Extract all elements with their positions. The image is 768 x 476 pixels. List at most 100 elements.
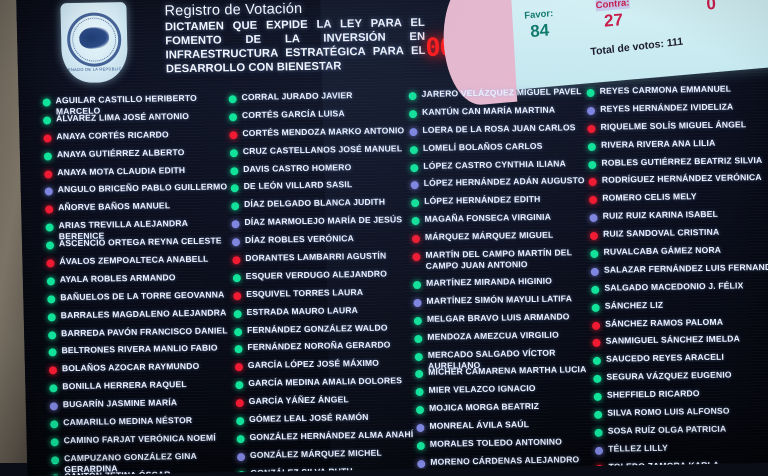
vote-indicator-green-icon	[416, 406, 424, 414]
senator-name: MARTÍN DEL CAMPO MARTÍN DEL CAMPO JUAN A…	[425, 247, 589, 272]
vote-indicator-green-icon	[234, 310, 242, 318]
senator-name: MAGAÑA FONSECA VIRGINIA	[424, 212, 551, 225]
vote-indicator-red-icon	[412, 235, 420, 243]
senator-name: CRUZ CASTELLANOS JOSÉ MANUEL	[243, 143, 403, 157]
contra-value: 27	[596, 9, 631, 32]
senator-name: GONZÁLEZ SILVA RUTH	[250, 466, 353, 476]
vote-indicator-red-icon	[233, 292, 241, 300]
vote-indicator-red-icon	[596, 465, 604, 473]
senator-row: TOLEDO ZAMORA KARLA	[595, 458, 768, 476]
vote-indicator-green-icon	[229, 113, 237, 121]
vote-indicator-green-icon	[49, 385, 57, 393]
vote-indicator-green-icon	[46, 224, 54, 232]
senator-name: MENDOZA AMEZCUA VIRGILIO	[427, 329, 559, 342]
senate-emblem-icon: SENADO DE LA REPÚBLICA	[60, 2, 128, 83]
senator-name: DAVIS CASTRO HOMERO	[243, 162, 351, 175]
total-votes: Total de votos: 111	[590, 36, 684, 59]
vote-indicator-green-icon	[594, 393, 602, 401]
senator-name: CORTÉS GARCÍA LUISA	[242, 108, 345, 121]
vote-indicator-red-icon	[590, 232, 598, 240]
vote-indicator-green-icon	[233, 274, 241, 282]
senator-name: MICHER CAMARENA MARTHA LUCIA	[428, 365, 586, 379]
vote-indicator-green-icon	[44, 152, 52, 160]
vote-indicator-green-icon	[588, 143, 596, 151]
senator-name: GARCÍA MEDINA AMALIA DOLORES	[248, 376, 402, 390]
abstencion-value: 0	[683, 0, 739, 17]
senator-name: CAMINO FARJAT VERÓNICA NOEMÍ	[64, 432, 216, 446]
senator-name: ESQUER VERDUGO ALEJANDRO	[246, 268, 388, 281]
vote-indicator-green-icon	[587, 89, 595, 97]
vote-indicator-purple-icon	[595, 447, 603, 455]
vote-indicator-green-icon	[48, 331, 56, 339]
senator-name: SÁNCHEZ RAMOS PALOMA	[605, 316, 723, 329]
vote-indicator-green-icon	[592, 304, 600, 312]
senator-name: REYES HERNÁNDEZ IVIDELIZA	[600, 101, 733, 114]
senator-name: AÑORVE BAÑOS MANUEL	[58, 201, 170, 214]
senator-name: DORANTES LAMBARRI AGUSTÍN	[245, 251, 386, 264]
vote-indicator-green-icon	[46, 241, 54, 249]
senator-name: LOERA DE LA ROSA JUAN CARLOS	[422, 122, 575, 136]
senator-name: ROBLES GUTIÉRREZ BEATRIZ SILVIA	[601, 155, 762, 169]
senator-name: REYES CARMONA EMMANUEL	[600, 84, 732, 97]
vote-indicator-red-icon	[236, 399, 244, 407]
senator-name: ANAYA MOTA CLAUDIA EDITH	[57, 165, 185, 178]
senator-row: MARTÍN DEL CAMPO MARTÍN DEL CAMPO JUAN A…	[412, 247, 589, 278]
vote-indicator-green-icon	[43, 98, 51, 106]
senator-name: GÓMEZ LEAL JOSÉ RAMÓN	[249, 412, 369, 425]
senator-name: LOMELÍ BOLAÑOS CARLOS	[423, 141, 543, 154]
senator-row: CAMPUZANO GONZÁLEZ GINA GERARDINA	[51, 450, 237, 471]
vote-indicator-purple-icon	[409, 128, 417, 136]
senator-name: SAUCEDO REYES ARACELI	[606, 352, 724, 365]
senator-name: BARRALES MAGDALENO ALEJANDRA	[61, 307, 227, 321]
senator-row: GONZÁLEZ SILVA RUTH	[237, 465, 416, 476]
senator-name: RUIZ RUIZ KARINA ISABEL	[603, 209, 719, 222]
senator-name: ASCENCIO ORTEGA REYNA CELESTE	[59, 236, 222, 250]
vote-indicator-red-icon	[589, 196, 597, 204]
vote-indicator-green-icon	[415, 353, 423, 361]
vote-indicator-red-icon	[593, 339, 601, 347]
vote-indicator-red-icon	[412, 253, 420, 261]
senator-name: JARERO VELÁZQUEZ MIGUEL PAVEL	[421, 86, 581, 100]
vote-indicator-green-icon	[413, 281, 421, 289]
vote-indicator-green-icon	[415, 370, 423, 378]
vote-indicator-green-icon	[409, 92, 417, 100]
vote-indicator-purple-icon	[45, 188, 53, 196]
senator-name: MARTÍNEZ SIMÓN MAYULI LATIFA	[426, 293, 572, 307]
vote-indicator-green-icon	[593, 357, 601, 365]
senator-name: SÁNCHEZ LIZ	[605, 299, 664, 311]
senator-name: KANTÚN CAN MARÍA MARTINA	[422, 104, 555, 117]
vote-indicator-green-icon	[414, 335, 422, 343]
senator-name: MIER VELAZCO IGNACIO	[428, 383, 535, 396]
senator-name: MORENO CÁRDENAS ALEJANDRO	[430, 454, 579, 468]
vote-indicator-green-icon	[414, 317, 422, 325]
vote-indicator-green-icon	[230, 149, 238, 157]
results-card: 7 de abril de 2026, Favor: 84 Contra: 27…	[467, 0, 768, 93]
vote-indicator-purple-icon	[413, 299, 421, 307]
vote-indicator-purple-icon	[591, 268, 599, 276]
vote-indicator-purple-icon	[416, 424, 424, 432]
vote-indicator-green-icon	[417, 442, 425, 450]
senator-name: BOLAÑOS AZOCAR RAYMUNDO	[62, 361, 200, 374]
vote-indicator-green-icon	[409, 110, 417, 118]
senator-name: TOLEDO ZAMORA KARLA	[608, 459, 719, 472]
senator-name: GONZÁLEZ MÁRQUEZ MICHEL	[250, 447, 382, 460]
senator-name: GARCÍA YÁÑEZ ÁNGEL	[249, 394, 349, 407]
vote-indicator-purple-icon	[232, 238, 240, 246]
vote-indicator-green-icon	[593, 375, 601, 383]
senator-name: FERNÁNDEZ GONZÁLEZ WALDO	[247, 322, 388, 335]
vote-indicator-green-icon	[51, 438, 59, 446]
senator-name: DÍAZ MARMOLEJO MARÍA DE JESÚS	[244, 215, 402, 229]
senator-name: CAMARILLO MEDINA NÉSTOR	[63, 415, 192, 428]
vote-indicator-green-icon	[410, 146, 418, 154]
senator-name: ROMERO CELIS MELY	[602, 191, 697, 204]
senator-name: BAÑUELOS DE LA TORRE GEOVANNA	[60, 289, 224, 303]
senator-name: RIQUELME SOLÍS MIGUEL ÁNGEL	[600, 119, 746, 133]
vote-indicator-purple-icon	[590, 214, 598, 222]
vote-indicator-purple-icon	[50, 402, 58, 410]
senator-name: RUIZ SANDOVAL CRISTINA	[603, 227, 719, 240]
board-header: SENADO DE LA REPÚBLICA Registro de Votac…	[16, 0, 768, 96]
senator-name: AYALA ROBLES ARMANDO	[60, 272, 176, 285]
senator-row: AGUILAR CASTILLO HERIBERTO MARCELO	[42, 92, 228, 113]
